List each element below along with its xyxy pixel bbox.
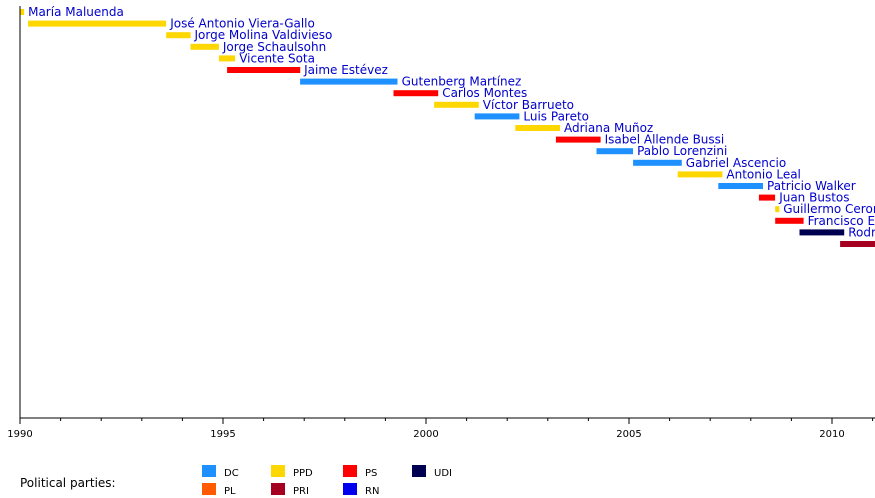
legend-label: PS — [365, 468, 377, 479]
legend-label: RN — [365, 486, 379, 497]
x-tick-label: 1995 — [210, 429, 235, 440]
legend-title: Political parties: — [20, 476, 116, 490]
member-name-label: Patricio Walker — [767, 179, 856, 193]
x-tick-label: 2000 — [413, 429, 438, 440]
term-bar — [227, 67, 301, 73]
term-bar — [393, 90, 439, 97]
member-name-label: Luis Pareto — [523, 109, 589, 123]
member-name-label: Juan Bustos — [778, 191, 849, 205]
member-name-label: Antonio Leal — [726, 167, 801, 181]
member-name-label: Pablo Lorenzini — [637, 144, 727, 158]
member-name-label: Jaime Estévez — [303, 63, 388, 77]
term-bar — [28, 20, 167, 27]
term-bar — [677, 171, 723, 178]
member-name-label: Francisco Encina — [808, 214, 875, 228]
member-name-label: Isabel Allende Bussi — [605, 133, 725, 147]
member-name-label: Adriana Muñoz — [564, 121, 653, 135]
member-name-label: José Antonio Viera-Gallo — [169, 17, 315, 31]
legend-label: PL — [224, 486, 236, 497]
term-bar — [775, 206, 780, 213]
term-bar — [20, 9, 25, 15]
member-name-label: Jorge Molina Valdivieso — [194, 28, 333, 42]
x-tick-label: 1990 — [7, 429, 32, 440]
member-name-label: Rodrigo Álvarez — [848, 224, 875, 239]
legend-swatch — [202, 483, 216, 495]
term-bar — [300, 78, 398, 85]
term-bar — [633, 159, 682, 166]
term-bar — [596, 148, 633, 155]
legend: Political parties: DC PL PPD PRI PS RN UDI — [20, 465, 452, 497]
member-name-label: Vicente Sota — [239, 51, 315, 65]
x-tick-label: 2010 — [819, 429, 844, 440]
member-name-label: Gutenberg Martínez — [402, 75, 522, 89]
legend-label: PPD — [293, 468, 313, 479]
term-bar — [718, 183, 763, 189]
term-bar — [840, 241, 875, 247]
member-name-label: María Maluenda — [28, 5, 124, 19]
term-bar — [555, 136, 601, 143]
x-axis: 19901995200020052010201520202025 — [7, 6, 875, 440]
term-bar — [775, 217, 804, 224]
term-bar — [474, 113, 520, 120]
term-bar — [799, 229, 845, 236]
legend-swatch — [202, 465, 216, 477]
term-bar — [218, 55, 236, 62]
member-name-label: Víctor Barrueto — [483, 98, 574, 112]
term-bar — [166, 32, 191, 39]
legend-swatch — [343, 465, 357, 477]
member-name-label: Jorge Schaulsohn — [222, 40, 326, 54]
member-name-label: Guillermo Ceroni — [783, 202, 875, 216]
term-bar — [190, 43, 219, 50]
x-tick-label: 2005 — [616, 429, 641, 440]
term-bar — [515, 125, 560, 131]
legend-swatch — [412, 465, 426, 477]
member-name-label: Carlos Montes — [442, 86, 527, 100]
legend-swatch — [343, 483, 357, 495]
term-bar — [758, 194, 776, 201]
term-bar — [434, 101, 479, 108]
member-name-label: Gabriel Ascencio — [686, 156, 786, 170]
legend-swatch — [271, 465, 285, 477]
legend-label: UDI — [434, 468, 452, 479]
legend-label: DC — [224, 468, 239, 479]
legend-swatch — [271, 483, 285, 495]
legend-label: PRI — [293, 486, 309, 497]
